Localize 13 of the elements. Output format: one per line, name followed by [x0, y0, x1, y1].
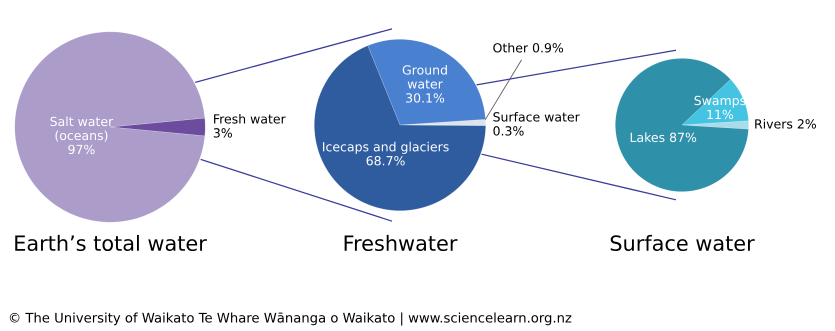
slice-label: Swamps 11%: [694, 96, 746, 120]
slice-label: Icecaps and glaciers 68.7%: [323, 142, 449, 166]
slice-label: Rivers 2%: [755, 118, 816, 129]
text: Surface water: [610, 234, 755, 252]
text: Earth’s total water: [15, 234, 207, 252]
text: Freshwater: [344, 234, 458, 252]
slice-label: Other 0.9%: [493, 42, 564, 53]
slice-label: Fresh water 3%: [214, 114, 286, 138]
slice-label: Lakes 87%: [630, 132, 696, 142]
slice-label: Surface water 0.3%: [493, 112, 580, 136]
slice-label: Salt water (oceans) 97%: [50, 116, 114, 154]
slice-label: Ground water 30.1%: [402, 64, 447, 103]
text: © The University of Waikato Te Whare Wānanga o Waikato | www.sciencelearn.org.nz: [10, 312, 572, 326]
